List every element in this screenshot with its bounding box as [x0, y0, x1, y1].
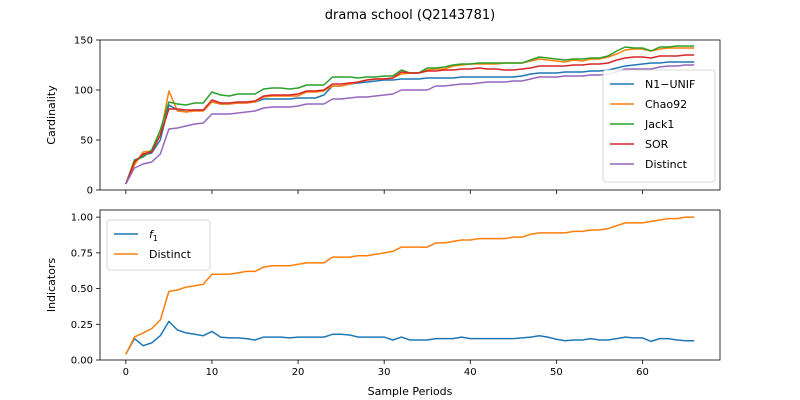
- x-tick-label: 30: [378, 367, 391, 378]
- legend-label: Jack1: [644, 118, 674, 131]
- y-tick-label: 50: [80, 136, 93, 147]
- legend-label: f1: [149, 228, 158, 243]
- axes-frame: [99, 209, 721, 361]
- y-tick-label: 0.50: [71, 284, 93, 295]
- legend-box: [106, 219, 211, 271]
- legend-label: SOR: [645, 138, 669, 151]
- legend-label: N1−UNIF: [645, 78, 695, 91]
- y-tick-label: 1.00: [71, 213, 93, 224]
- x-tick-label: 10: [206, 367, 219, 378]
- cardinality-panel: 0 50 100 150 Cardinality N1−UNIF Chao92 Jack1 SO…: [45, 36, 721, 197]
- x-tick-label: 60: [636, 367, 649, 378]
- axes-frame: [99, 39, 721, 191]
- legend-label: Chao92: [645, 98, 687, 111]
- y-tick-label: 150: [74, 36, 93, 47]
- x-axis-label: Sample Periods: [368, 385, 453, 398]
- y-tick-label: 0.00: [71, 356, 93, 367]
- y-axis-label: Indicators: [45, 258, 58, 313]
- series-line-sor: [125, 54, 695, 185]
- legend-label: Distinct: [645, 158, 688, 171]
- indicators-panel: 0 10 20 30 40 50 60 0.00 0.25 0.50 0.75 1.00 Indicat…: [45, 209, 721, 398]
- series-line-distinct: [125, 216, 695, 355]
- x-tick-label: 0: [123, 367, 129, 378]
- x-tick-label: 40: [464, 367, 477, 378]
- legend-box: [602, 69, 716, 183]
- series-line-f1: [125, 320, 695, 355]
- legend-label: Distinct: [149, 248, 192, 261]
- y-tick-label: 0: [87, 186, 93, 197]
- y-axis-label: Cardinality: [45, 85, 58, 145]
- y-tick-label: 100: [74, 86, 93, 97]
- x-tick-label: 20: [292, 367, 305, 378]
- figure-title: drama school (Q2143781): [325, 8, 495, 23]
- series-line-distinct: [125, 64, 695, 185]
- y-tick-label: 0.25: [71, 320, 93, 331]
- y-tick-label: 0.75: [71, 248, 93, 259]
- x-tick-label: 50: [550, 367, 563, 378]
